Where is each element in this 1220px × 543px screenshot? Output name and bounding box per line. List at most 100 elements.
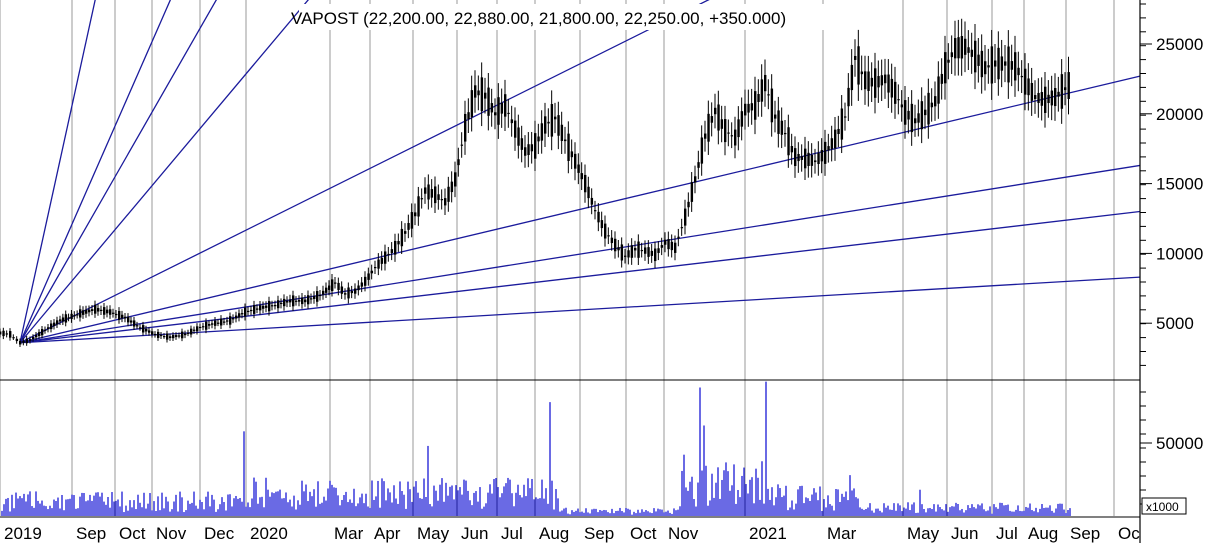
volume-multiplier-label: x1000 [1146,500,1179,514]
price-bar-body [400,228,404,247]
price-bar-body [259,305,262,311]
price-bar-body [160,334,163,337]
price-bar-body [295,300,298,302]
price-bar-body [924,109,927,116]
price-bar-body [634,247,637,251]
price-bar-body [235,315,238,319]
price-bar-body [764,74,767,92]
price-bar-body [109,309,112,315]
price-tick-label: 25000 [1156,35,1203,54]
price-bar-body [15,338,19,342]
month-label: Apr [374,524,401,543]
price-bar-body [937,76,940,104]
price-bar-body [337,282,340,290]
price-bar-body [244,307,247,317]
month-label: Nov [156,524,187,543]
month-label: Jul [501,524,523,543]
price-bar-body [687,201,690,208]
price-bar-body [53,322,56,327]
price-bar-body [500,102,504,114]
price-bar-body [477,90,480,96]
price-bar-body [434,186,437,204]
price-bar-body [223,321,226,323]
fan-line [19,75,1141,344]
price-bar-body [830,138,834,149]
price-bar-body [527,144,530,156]
price-bar-body [470,90,474,118]
price-bar-body [627,250,630,258]
price-bar-body [457,159,460,166]
month-label: Dec [204,524,235,543]
price-bar-body [35,334,38,338]
price-bar-body [390,249,394,254]
price-bar-body [127,316,130,323]
title-backdrop [299,4,839,30]
price-bar-body [151,331,154,335]
price-bar-body [163,336,166,338]
price-bar-body [504,94,507,117]
price-bar-body [220,318,223,326]
price-bar-body [417,196,420,217]
price-bar-body [694,176,697,183]
price-bar-body [980,50,984,78]
price-bar-body [697,162,700,168]
price-bar-body [103,307,106,315]
price-bar-body [420,198,424,200]
price-bar-body [987,65,990,68]
month-label: Mar [334,524,364,543]
price-bar-body [41,329,44,336]
price-bar-body [166,333,169,340]
price-bar-body [1047,94,1050,104]
price-bar-body [328,285,331,290]
price-bar-body [427,184,430,200]
month-label: Sep [584,524,614,543]
price-bar-body [94,304,97,314]
price-bar-body [714,107,717,115]
price-bar-body [690,182,694,202]
price-bar-body [770,88,774,123]
price-bar-body [557,115,560,136]
price-bar-body [797,153,800,162]
price-bar-body [780,120,784,135]
price-bar-body [1024,68,1027,95]
price-bar-body [777,110,780,134]
month-label: Nov [668,524,699,543]
volume-tick-label: 50000 [1156,434,1203,453]
price-bar-body [61,317,65,322]
month-label: Aug [539,524,569,543]
price-bar-body [169,336,172,339]
price-tick-label: 15000 [1156,175,1203,194]
price-bar-body [106,309,109,314]
price-bar-body [430,189,434,198]
price-bar-body [280,302,283,305]
price-bar-body [787,127,790,156]
price-bar-body [940,73,944,84]
price-bar-body [91,309,94,311]
price-bar-body [954,38,957,59]
price-bar-body [238,313,241,318]
price-bar-body [1067,72,1070,99]
price-bar-body [1010,61,1014,70]
price-bar-body [727,132,730,134]
multiplier-box [1141,497,1187,515]
price-bar-body [208,324,211,326]
price-bar-body [298,300,301,302]
price-bar-body [124,316,127,319]
price-bar-body [464,113,467,142]
fan-line [19,276,1141,344]
price-bar-body [44,329,47,331]
price-bar-body [319,294,322,297]
price-bar-body [740,111,744,127]
price-bar-body [1007,46,1010,83]
month-label: Sep [76,524,106,543]
price-bar-body [774,114,777,119]
price-bar-body [199,326,202,329]
price-bar-body [590,197,594,205]
price-bar-body [410,212,414,229]
price-bar-body [454,172,457,187]
price-bar-body [824,141,827,164]
price-bar-body [507,112,510,115]
price-bar-body [734,129,737,146]
price-bar-body [136,325,139,327]
